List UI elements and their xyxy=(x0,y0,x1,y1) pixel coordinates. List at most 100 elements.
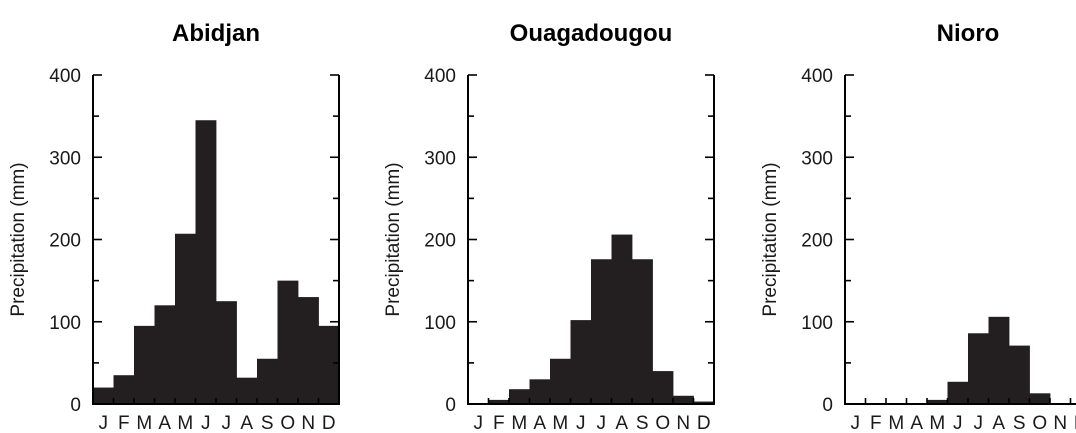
bar-d-11 xyxy=(693,401,715,404)
y-tick-label-100: 100 xyxy=(424,313,456,334)
bar-o-9 xyxy=(652,371,674,404)
bar-s-8 xyxy=(632,259,653,404)
y-axis-label: Precipitation (mm) xyxy=(760,162,781,316)
x-tick-label-m: M xyxy=(552,413,568,433)
y-tick-label-400: 400 xyxy=(49,66,81,87)
bar-m-4 xyxy=(927,399,948,404)
x-tick-label-f: F xyxy=(870,413,882,433)
y-axis-label: Precipitation (mm) xyxy=(383,162,404,316)
x-tick-label-a: A xyxy=(533,413,546,433)
bar-f-1 xyxy=(488,399,510,404)
x-tick-label-a: A xyxy=(992,413,1005,433)
bar-s-8 xyxy=(1009,345,1030,404)
y-tick-label-200: 200 xyxy=(49,231,81,252)
bar-m-2 xyxy=(509,389,530,404)
x-tick-label-d: D xyxy=(1074,413,1076,433)
bar-m-2 xyxy=(134,325,155,404)
bar-a-7 xyxy=(611,234,633,404)
axis-lines xyxy=(467,75,715,405)
bar-j-5 xyxy=(570,320,592,404)
x-tick-label-a: A xyxy=(910,413,923,433)
y-axis-label: Precipitation (mm) xyxy=(8,162,29,316)
x-tick-label-m: M xyxy=(888,413,904,433)
bar-j-0 xyxy=(93,387,114,404)
y-tick-label-100: 100 xyxy=(49,313,81,334)
x-tick-label-s: S xyxy=(636,413,649,433)
bar-o-9 xyxy=(1029,393,1051,404)
bar-j-6 xyxy=(968,333,989,404)
y-tick-label-100: 100 xyxy=(801,313,833,334)
bar-n-10 xyxy=(673,395,694,404)
x-tick-label-j: J xyxy=(597,413,607,433)
y-tick-labels: 0 100 200 300 400 xyxy=(49,66,81,416)
bar-group xyxy=(927,316,1051,404)
y-tick-label-0: 0 xyxy=(822,395,833,416)
bar-s-8 xyxy=(257,358,278,404)
x-tick-label-m: M xyxy=(511,413,527,433)
x-tick-label-a: A xyxy=(240,413,253,433)
bar-m-4 xyxy=(175,233,196,404)
bar-group xyxy=(488,234,715,404)
bar-j-5 xyxy=(195,120,217,405)
bar-a-3 xyxy=(154,305,176,404)
tick-group xyxy=(845,74,1072,405)
axis-lines xyxy=(92,75,340,405)
bar-m-4 xyxy=(550,358,571,404)
chart-panel-abidjan: Abidjan Precipitation (mm) 0 100 200 300 400… xyxy=(8,20,340,433)
x-tick-label-a: A xyxy=(158,413,171,433)
bar-a-7 xyxy=(988,316,1010,404)
bar-n-10 xyxy=(298,297,319,404)
x-tick-label-j: J xyxy=(851,413,861,433)
chart-panel-nioro: Nioro Precipitation (mm) 0 100 200 300 400 J… xyxy=(760,20,1076,433)
x-tick-label-j: J xyxy=(953,413,963,433)
x-tick-label-j: J xyxy=(99,413,109,433)
x-tick-label-j: J xyxy=(201,413,211,433)
x-tick-label-d: D xyxy=(322,413,336,433)
y-tick-label-200: 200 xyxy=(424,231,456,252)
y-tick-label-400: 400 xyxy=(424,66,456,87)
x-tick-label-s: S xyxy=(1013,413,1026,433)
y-tick-label-300: 300 xyxy=(801,148,833,169)
y-tick-label-200: 200 xyxy=(801,231,833,252)
x-tick-label-m: M xyxy=(136,413,152,433)
x-tick-label-f: F xyxy=(118,413,130,433)
chart-title: Nioro xyxy=(937,20,1000,47)
x-tick-label-a: A xyxy=(615,413,628,433)
y-tick-labels: 0 100 200 300 400 xyxy=(801,66,833,416)
y-tick-label-0: 0 xyxy=(445,395,456,416)
bar-o-9 xyxy=(277,280,299,404)
x-tick-label-n: N xyxy=(676,413,690,433)
y-tick-label-300: 300 xyxy=(424,148,456,169)
chart-title: Abidjan xyxy=(172,20,260,47)
x-tick-label-f: F xyxy=(493,413,505,433)
y-tick-labels: 0 100 200 300 400 xyxy=(424,66,456,416)
axis-lines xyxy=(844,75,1076,405)
y-tick-label-0: 0 xyxy=(70,395,81,416)
x-tick-label-n: N xyxy=(301,413,315,433)
bar-j-6 xyxy=(216,301,237,404)
x-tick-label-o: O xyxy=(280,413,295,433)
x-tick-label-j: J xyxy=(974,413,984,433)
x-tick-label-s: S xyxy=(261,413,274,433)
bar-d-11 xyxy=(318,325,340,404)
y-tick-label-400: 400 xyxy=(801,66,833,87)
x-tick-label-n: N xyxy=(1053,413,1067,433)
x-tick-label-j: J xyxy=(222,413,232,433)
x-tick-label-o: O xyxy=(655,413,670,433)
x-tick-label-j: J xyxy=(576,413,586,433)
x-tick-label-m: M xyxy=(177,413,193,433)
x-tick-label-j: J xyxy=(474,413,484,433)
bar-a-7 xyxy=(236,377,258,404)
bar-j-5 xyxy=(947,381,969,404)
chart-title: Ouagadougou xyxy=(510,20,673,47)
x-tick-label-o: O xyxy=(1032,413,1047,433)
bar-f-1 xyxy=(113,375,135,404)
bar-a-3 xyxy=(529,379,551,404)
chart-panel-ouagadougou: Ouagadougou Precipitation (mm) 0 100 200 30… xyxy=(383,20,715,433)
bar-group xyxy=(93,120,340,405)
bar-j-6 xyxy=(591,259,612,404)
